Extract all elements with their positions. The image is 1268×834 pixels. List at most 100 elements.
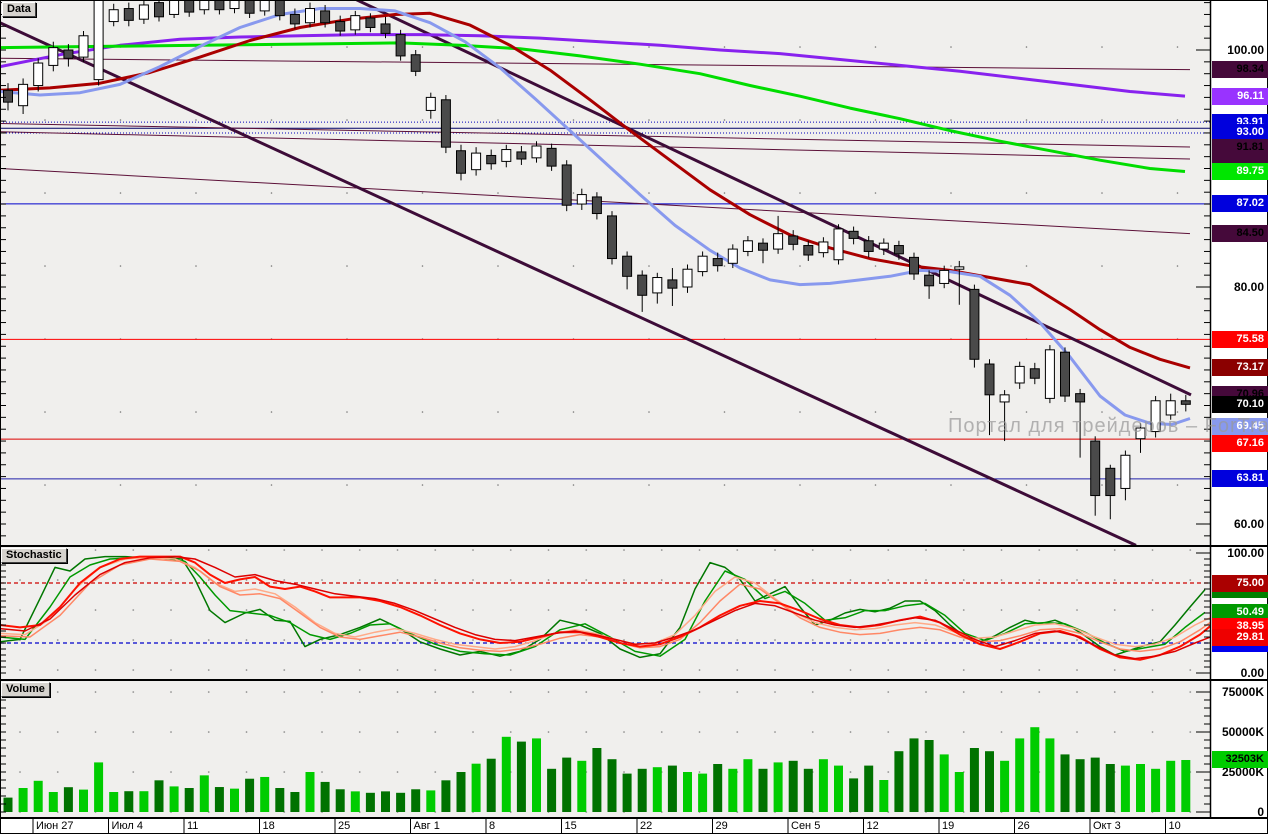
candle	[425, 96, 436, 111]
ma-blue-line	[0, 7, 1191, 426]
volume-bar	[1060, 754, 1070, 812]
x-axis-date-label: 29	[715, 820, 728, 832]
candlesticks	[3, 0, 1191, 520]
candle	[108, 9, 119, 23]
volume-bar	[33, 780, 43, 812]
candle	[440, 99, 451, 148]
candle	[773, 233, 784, 250]
candle	[682, 268, 693, 288]
panel-backgrounds	[0, 0, 1211, 817]
volume-bar	[3, 797, 13, 812]
candle	[999, 394, 1010, 403]
x-axis-date-label: 26	[1017, 820, 1030, 832]
price-label-chip: 67.16	[1212, 434, 1268, 452]
x-axis-date-label: 22	[640, 820, 653, 832]
volume-bar	[1000, 760, 1010, 812]
volume-bar	[985, 751, 994, 812]
volume-bar	[879, 780, 889, 812]
stoch-green-fast	[0, 555, 1206, 659]
tab-stochastic-panel[interactable]: Stochastic	[1, 548, 67, 563]
candle	[818, 241, 829, 254]
volume-bars	[3, 727, 1191, 812]
volume-bar	[230, 788, 239, 812]
axis-label: 100.00	[1227, 546, 1264, 560]
candle	[697, 255, 708, 273]
price-label-chip: 75.58	[1212, 330, 1268, 348]
volume-bar	[63, 787, 73, 812]
watermark: Портал для трейдеров – ForTrader.ru	[948, 415, 1268, 437]
volume-bar	[713, 764, 723, 812]
candle	[833, 228, 844, 261]
candle	[1120, 454, 1131, 489]
candle	[863, 240, 874, 252]
volume-bar	[758, 768, 768, 812]
volume-bar	[441, 780, 451, 812]
candle	[456, 150, 466, 174]
axis-label: 75000K	[1221, 685, 1264, 699]
candle	[48, 47, 59, 66]
volume-bar	[396, 792, 406, 812]
price-label-chip: 75.00	[1212, 574, 1268, 592]
support-resistance-lines	[0, 121, 1211, 480]
axis-label: 50000K	[1221, 725, 1264, 739]
candle	[712, 258, 723, 267]
x-axis-date-label: 10	[1168, 820, 1181, 832]
volume-bar	[803, 768, 813, 812]
candle	[1075, 393, 1086, 403]
volume-bar	[592, 748, 602, 812]
candle	[1060, 351, 1070, 397]
candle	[516, 151, 527, 160]
price-label-chip: 98.34	[1212, 61, 1268, 79]
volume-bar	[109, 792, 119, 812]
tab-volume-panel[interactable]: Volume	[1, 682, 50, 697]
volume-bar	[1090, 757, 1100, 812]
axis-label: 0	[1257, 805, 1264, 819]
price-label-chip: 89.75	[1212, 162, 1268, 180]
tab-data-panel[interactable]: Data	[2, 2, 36, 17]
candle	[63, 49, 74, 59]
candle	[1044, 349, 1055, 399]
candle	[803, 245, 814, 256]
volume-bar	[260, 776, 270, 812]
price-label-chip: 87.02	[1212, 195, 1268, 213]
candle	[229, 0, 240, 10]
candle	[184, 0, 195, 13]
volume-bar	[1105, 764, 1115, 812]
candle	[909, 256, 919, 275]
volume-bar	[426, 790, 436, 812]
volume-bar	[139, 791, 149, 812]
volume-bar	[350, 791, 360, 812]
volume-bar	[1045, 738, 1055, 812]
volume-bar	[245, 778, 255, 812]
candle	[954, 266, 965, 270]
x-axis-date-label: Окт 3	[1093, 820, 1121, 832]
x-axis-date-label: 19	[942, 820, 955, 832]
volume-bar	[1136, 764, 1145, 812]
volume-bar	[577, 760, 587, 812]
candle	[18, 83, 29, 107]
volume-bar	[969, 748, 979, 812]
volume-bar	[124, 791, 134, 812]
volume-bar	[607, 759, 617, 812]
x-axis-date-label: 12	[866, 820, 879, 832]
candle	[1090, 440, 1101, 497]
axis-label: 80.00	[1233, 280, 1264, 294]
volume-bar	[94, 762, 104, 812]
volume-bar	[834, 765, 843, 812]
volume-bar	[1015, 738, 1025, 812]
candle	[471, 152, 482, 171]
volume-bar	[214, 787, 224, 812]
candle	[1014, 365, 1025, 384]
candle	[199, 0, 210, 11]
price-label-chip: 63.81	[1212, 470, 1268, 488]
candle	[78, 35, 89, 58]
candle	[893, 245, 904, 255]
candle	[138, 4, 149, 20]
price-label-chip: 84.50	[1212, 225, 1268, 243]
ma-green-line	[0, 41, 1186, 173]
volume-bar	[305, 772, 315, 812]
stochastic-lines	[0, 555, 1211, 661]
volume-bar	[184, 788, 194, 812]
